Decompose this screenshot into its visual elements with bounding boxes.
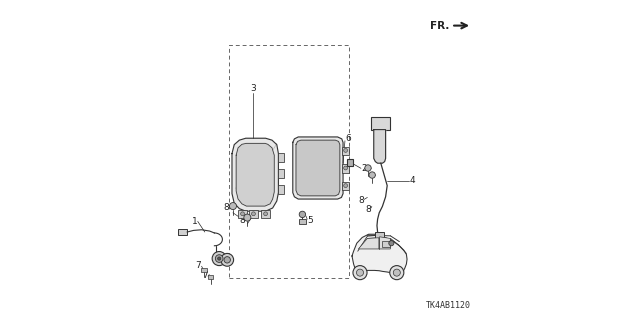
- Bar: [298, 219, 307, 224]
- Text: 5: 5: [308, 216, 313, 225]
- Circle shape: [212, 252, 227, 266]
- Circle shape: [241, 212, 244, 216]
- Bar: [201, 268, 207, 272]
- Polygon shape: [236, 143, 275, 206]
- Circle shape: [389, 241, 394, 246]
- Text: 8: 8: [240, 216, 245, 225]
- Text: 6: 6: [346, 134, 351, 143]
- Bar: [178, 229, 187, 235]
- Bar: [342, 182, 349, 190]
- Polygon shape: [352, 234, 407, 273]
- Polygon shape: [292, 137, 343, 199]
- Bar: [375, 232, 384, 238]
- Text: 3: 3: [250, 84, 255, 93]
- Bar: [249, 210, 257, 218]
- Circle shape: [218, 257, 221, 260]
- Circle shape: [365, 165, 371, 171]
- Text: 8: 8: [358, 196, 364, 205]
- Circle shape: [390, 266, 404, 280]
- Circle shape: [230, 203, 237, 210]
- Circle shape: [215, 255, 223, 262]
- Bar: [262, 210, 270, 218]
- Circle shape: [264, 212, 268, 216]
- Circle shape: [300, 211, 306, 218]
- Text: TK4AB1120: TK4AB1120: [426, 301, 470, 310]
- Bar: [278, 169, 284, 178]
- Polygon shape: [296, 140, 340, 196]
- Polygon shape: [374, 130, 385, 163]
- Bar: [207, 275, 214, 279]
- Circle shape: [369, 172, 375, 178]
- Circle shape: [344, 166, 348, 170]
- Circle shape: [353, 266, 367, 280]
- Text: 1: 1: [192, 217, 197, 226]
- Polygon shape: [380, 237, 390, 249]
- Bar: [278, 153, 284, 162]
- Text: 7: 7: [203, 271, 208, 280]
- Circle shape: [393, 269, 401, 276]
- Polygon shape: [358, 238, 379, 249]
- Circle shape: [344, 184, 348, 188]
- Text: 8: 8: [223, 203, 229, 212]
- Bar: [383, 241, 390, 247]
- Bar: [278, 185, 284, 194]
- Text: 4: 4: [410, 176, 415, 185]
- Bar: [342, 147, 349, 155]
- Bar: [229, 45, 349, 278]
- Bar: [371, 117, 390, 130]
- Circle shape: [224, 257, 230, 263]
- Bar: [239, 210, 247, 218]
- Circle shape: [356, 269, 364, 276]
- Polygon shape: [232, 138, 278, 211]
- Text: FR.: FR.: [430, 20, 450, 31]
- Circle shape: [221, 253, 234, 266]
- Text: 8: 8: [365, 205, 371, 214]
- Circle shape: [244, 214, 251, 221]
- Bar: [347, 159, 353, 166]
- Text: 7: 7: [196, 261, 201, 270]
- Bar: [342, 164, 349, 173]
- Circle shape: [252, 212, 255, 216]
- Text: 2: 2: [362, 164, 367, 173]
- Circle shape: [344, 148, 348, 152]
